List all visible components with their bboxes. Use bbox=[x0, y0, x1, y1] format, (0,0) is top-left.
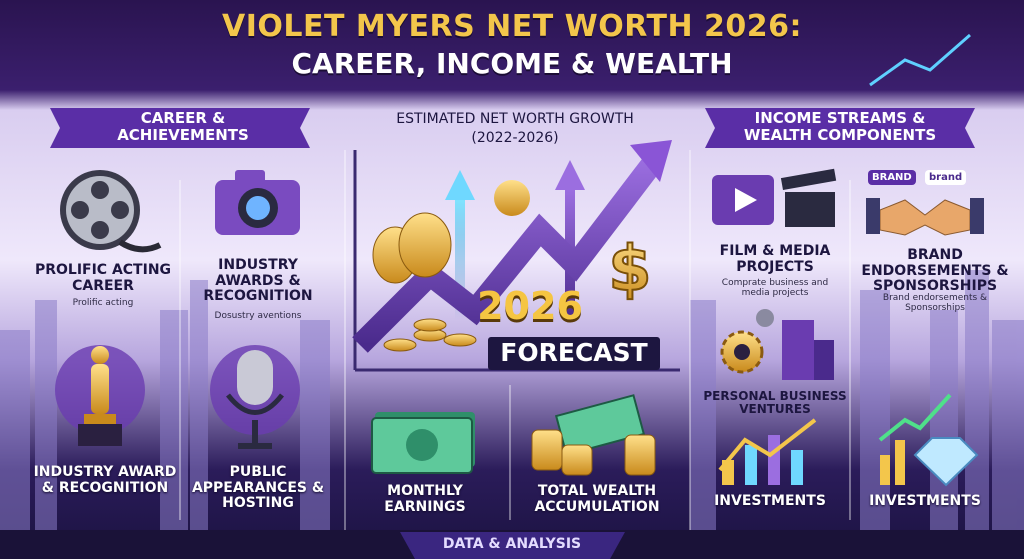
item-title: FILM & MEDIA PROJECTS bbox=[719, 243, 831, 275]
handshake-icon bbox=[866, 198, 984, 236]
section-heading: ESTIMATED NET WORTH GROWTH bbox=[396, 111, 634, 127]
item-title: INDUSTRY AWARDS & RECOGNITION bbox=[203, 257, 313, 305]
media-icons bbox=[712, 168, 837, 227]
growth-chart: $ bbox=[352, 140, 680, 372]
item-title: BRAND ENDORSEMENTS & SPONSORSHIPS bbox=[861, 247, 1009, 295]
diamond-icon bbox=[878, 393, 979, 487]
item-title: PROLIFIC ACTING CAREER bbox=[34, 262, 172, 294]
item-title: TOTAL WEALTH ACCUMULATION bbox=[534, 483, 660, 515]
wealth-stack-icon bbox=[531, 394, 656, 476]
header-arrow bbox=[869, 33, 971, 87]
item-caption: Comprate business and media projects bbox=[721, 278, 829, 299]
footer-label: DATA & ANALYSIS bbox=[442, 536, 582, 552]
forecast-label: FORECAST bbox=[500, 338, 648, 367]
camera-icon bbox=[215, 170, 300, 235]
title: VIOLET MYERS NET WORTH 2026: bbox=[222, 9, 802, 44]
item-title: PUBLIC APPEARANCES & HOSTING bbox=[191, 464, 325, 512]
microphone-icon bbox=[210, 345, 300, 449]
banknote-icon bbox=[371, 412, 475, 474]
item-caption: Brand endorsements & Sponsorships bbox=[882, 293, 988, 314]
film-reel-icon bbox=[60, 170, 162, 253]
trophy-icon bbox=[55, 345, 145, 446]
forecast-year: 2026 bbox=[477, 284, 583, 328]
dollar-sign: $ bbox=[608, 232, 651, 305]
item-caption: Dosustry aventions bbox=[214, 311, 302, 321]
skyline bbox=[0, 270, 1024, 559]
investment-chart-icon bbox=[718, 418, 817, 485]
item-title: INVESTMENTS bbox=[714, 493, 826, 509]
section-heading: INCOME STREAMS & WEALTH COMPONENTS bbox=[743, 109, 937, 144]
item-title: INDUSTRY AWARD & RECOGNITION bbox=[33, 464, 177, 496]
item-title: MONTHLY EARNINGS bbox=[384, 483, 466, 515]
item-title: INVESTMENTS bbox=[869, 493, 981, 509]
item-title: PERSONAL BUSINESS VENTURES bbox=[703, 389, 847, 417]
item-caption: Prolific acting bbox=[72, 298, 134, 308]
subtitle: CAREER, INCOME & WEALTH bbox=[291, 47, 733, 80]
section-subheading: (2022-2026) bbox=[471, 130, 559, 146]
brand-tag: brand bbox=[925, 170, 967, 185]
section-heading: CAREER & ACHIEVEMENTS bbox=[117, 109, 249, 144]
brand-tag: BRAND bbox=[868, 170, 916, 185]
ribbon-left bbox=[50, 108, 310, 148]
ribbon-right bbox=[705, 108, 975, 148]
footer-tab bbox=[400, 532, 625, 559]
business-icon bbox=[720, 309, 834, 380]
panel-dividers bbox=[179, 150, 851, 530]
